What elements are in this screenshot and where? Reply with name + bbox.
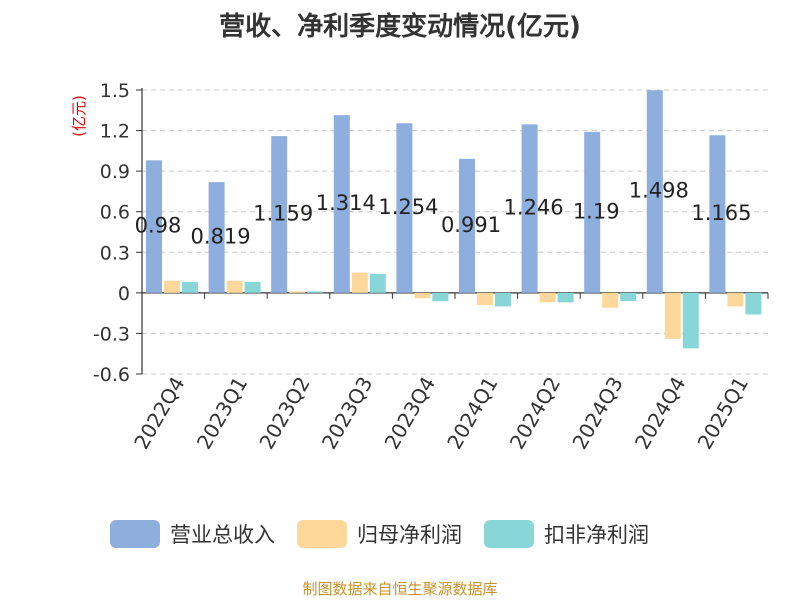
chart-title: 营收、净利季度变动情况(亿元) [219,12,581,42]
y-tick-label: 0.9 [100,161,130,183]
data-label-revenue: 1.314 [316,191,376,215]
y-tick-label: 0.6 [100,202,130,224]
legend-swatch-deducted-profit [484,520,534,548]
x-tick-label: 2023Q1 [192,373,252,454]
legend-item-deducted-profit[interactable]: 扣非净利润 [484,519,649,549]
data-label-revenue: 1.165 [691,201,751,225]
bar-deducted-profit-2024Q3 [620,292,637,301]
x-tick-label: 2023Q4 [380,373,440,454]
data-label-revenue: 1.19 [573,199,620,223]
bar-revenue-2024Q4 [646,90,663,293]
bar-net-profit-2023Q2 [289,291,306,293]
data-label-revenue: 0.819 [191,224,251,248]
legend: 营业总收入 归母净利润 扣非净利润 [110,519,649,549]
legend-item-revenue[interactable]: 营业总收入 [110,519,275,549]
bar-revenue-2024Q3 [584,131,601,293]
x-tick-label: 2024Q3 [567,373,627,454]
legend-item-net-profit[interactable]: 归母净利润 [297,519,462,549]
bar-net-profit-2023Q3 [351,272,368,293]
data-label-revenue: 1.498 [629,179,689,203]
bar-net-profit-2025Q1 [727,292,744,307]
bar-net-profit-2022Q4 [164,280,180,293]
bar-deducted-profit-2023Q2 [307,291,324,293]
bar-revenue-2023Q1 [208,182,225,293]
x-tick-label: 2024Q4 [630,373,690,454]
x-tick-label: 2023Q3 [317,373,377,454]
data-label-revenue: 1.246 [504,196,564,220]
bar-net-profit-2023Q1 [226,280,243,293]
source-footer: 制图数据来自恒生聚源数据库 [302,580,498,598]
x-tick-label: 2025Q1 [693,373,753,454]
data-label-revenue: 1.254 [378,195,438,219]
legend-label-revenue: 营业总收入 [170,523,275,547]
y-tick-label: 1.5 [100,80,130,102]
data-label-revenue: 1.159 [253,201,313,225]
legend-label-net-profit: 归母净利润 [357,523,462,547]
legend-swatch-net-profit [297,520,347,548]
bar-revenue-2025Q1 [709,135,726,293]
data-label-revenue: 0.98 [135,214,182,238]
bar-deducted-profit-2023Q3 [369,273,386,293]
legend-label-deducted-profit: 扣非净利润 [544,523,649,547]
bar-revenue-2023Q3 [333,115,350,293]
bar-net-profit-2024Q3 [602,292,619,308]
bar-deducted-profit-2024Q2 [557,292,574,303]
y-tick-label: -0.6 [93,364,130,386]
bar-net-profit-2024Q1 [477,292,493,306]
y-tick-label: 1.2 [100,121,130,143]
legend-swatch-revenue [110,520,160,548]
x-tick-label: 2024Q1 [442,373,502,454]
x-tick-label: 2024Q2 [505,373,565,454]
bar-revenue-2024Q1 [459,158,475,293]
data-label-revenue: 0.991 [441,213,501,237]
x-tick-label: 2023Q2 [254,373,314,454]
bar-revenue-2022Q4 [146,160,162,293]
y-tick-label: 0 [118,283,130,305]
bar-revenue-2023Q2 [271,136,288,293]
bar-deducted-profit-2023Q4 [432,292,449,301]
bar-net-profit-2024Q4 [664,292,681,339]
y-tick-label: -0.3 [93,323,130,345]
x-tick-label: 2022Q4 [129,373,189,454]
bar-deducted-profit-2023Q1 [244,282,261,293]
bar-deducted-profit-2025Q1 [745,292,762,315]
bar-revenue-2023Q4 [396,123,413,293]
y-axis-label: (亿元) [70,95,88,137]
bar-revenue-2024Q2 [521,124,538,293]
bar-deducted-profit-2024Q4 [682,292,699,349]
y-tick-label: 0.3 [100,242,130,264]
bar-deducted-profit-2022Q4 [182,282,198,293]
bar-net-profit-2024Q2 [539,292,556,303]
bar-deducted-profit-2024Q1 [495,292,511,307]
bar-net-profit-2023Q4 [414,292,431,299]
